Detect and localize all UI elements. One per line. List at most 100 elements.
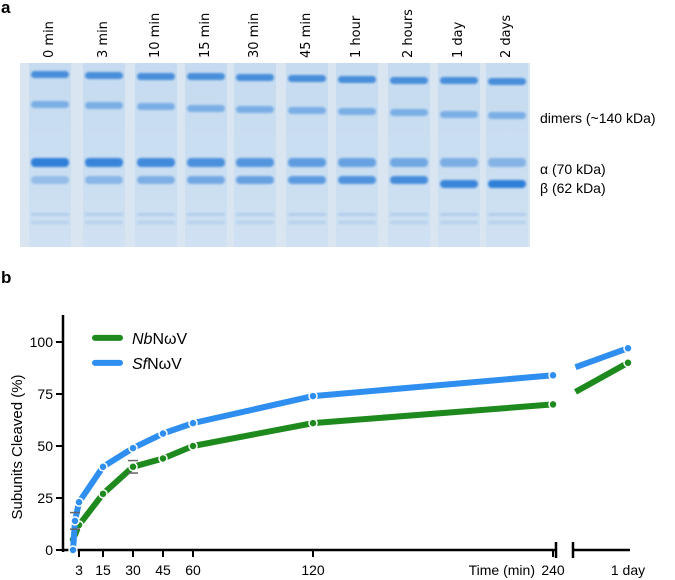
gel-band (440, 158, 478, 167)
data-point (188, 418, 198, 428)
gel-band (236, 176, 274, 184)
gel-band (236, 213, 274, 216)
data-point (70, 516, 80, 526)
gel-band (31, 158, 69, 167)
gel-lane (286, 63, 328, 247)
gel-band (488, 78, 526, 86)
gel-band (187, 176, 225, 184)
data-point (308, 418, 318, 428)
data-point (308, 391, 318, 401)
gel-band (31, 176, 69, 184)
series-line (70, 401, 554, 541)
panel-a-letter: a (1, 0, 11, 17)
x-tick-label: 60 (185, 562, 201, 578)
data-point (98, 462, 108, 472)
gel-band (440, 180, 478, 188)
gel-band (187, 104, 225, 112)
gel-band (85, 71, 123, 79)
x-tick-label: 120 (301, 562, 325, 578)
series-line-after-break (574, 345, 630, 370)
gel-band (85, 176, 123, 184)
data-point (158, 453, 168, 464)
gel-band (85, 102, 123, 110)
gel-band (137, 103, 175, 111)
gel-band (236, 158, 274, 167)
data-point (128, 443, 138, 453)
gel-band (31, 101, 69, 108)
legend-label: SfNωV (132, 356, 182, 373)
gel-band (137, 72, 175, 80)
x-tick-label: 3 (75, 562, 83, 578)
gel-band (187, 213, 225, 216)
y-axis-label: Subunits Cleaved (%) (9, 374, 26, 519)
data-point (68, 545, 78, 555)
gel-band (187, 158, 225, 167)
gel-band (236, 105, 274, 113)
x-tick-label-1-day: 1 day (611, 562, 645, 578)
gel-band (440, 213, 478, 216)
gel-lane (83, 63, 125, 247)
gel-lane (486, 63, 528, 247)
data-point (623, 343, 633, 353)
y-tick-label: 0 (45, 542, 53, 558)
y-tick-label: 50 (37, 438, 53, 454)
dimers-label: dimers (~140 kDa) (540, 110, 656, 126)
gel-band (488, 158, 526, 167)
gel-band (85, 213, 123, 216)
panel-b-letter: b (1, 268, 12, 287)
data-point (548, 370, 558, 381)
y-tick-label: 25 (37, 490, 53, 506)
gel-lane (438, 63, 480, 247)
gel-band (390, 213, 428, 216)
gel-band (390, 76, 428, 84)
gel-band (488, 180, 526, 188)
gel-band (440, 110, 478, 118)
series-line-after-break (574, 360, 630, 395)
gel-band (288, 158, 326, 167)
gel-band (137, 221, 175, 224)
gel-band (338, 213, 376, 216)
x-tick-label: 30 (125, 562, 141, 578)
gel-band (288, 176, 326, 184)
gel-lane (234, 63, 276, 247)
data-point (548, 399, 558, 410)
data-point (128, 462, 138, 472)
gel-band (338, 221, 376, 224)
gel-band (488, 111, 526, 119)
data-point (158, 428, 168, 439)
gel-band (85, 158, 123, 167)
gel-band (236, 74, 274, 82)
beta-label: β (62 kDa) (540, 180, 606, 196)
gel-band (31, 213, 69, 216)
gel-band (338, 158, 376, 167)
gel-band (338, 108, 376, 116)
x-axis-label: Time (min) (469, 562, 535, 578)
gel-band (338, 176, 376, 184)
gel-band (85, 221, 123, 224)
gel-band (187, 73, 225, 81)
gel-band (390, 109, 428, 117)
x-tick-label: 240 (541, 562, 565, 578)
gel-band (488, 221, 526, 224)
gel-band (288, 221, 326, 224)
data-point (188, 441, 198, 451)
y-tick-label: 100 (30, 334, 54, 350)
gel-band (31, 221, 69, 224)
gel-band (288, 75, 326, 82)
gel-image (20, 63, 530, 247)
x-tick-label: 15 (95, 562, 111, 578)
gel-band (390, 221, 428, 224)
gel-lane (336, 63, 378, 247)
legend-label: NbNωV (132, 331, 188, 348)
gel-band (390, 158, 428, 167)
data-point (98, 489, 108, 499)
gel-lane (185, 63, 227, 247)
gel-band (236, 221, 274, 224)
gel-lane (135, 63, 177, 247)
gel-lane (29, 63, 71, 247)
gel-band (137, 158, 175, 167)
gel-lane (388, 63, 430, 247)
gel-band (488, 213, 526, 216)
gel-band (288, 213, 326, 216)
gel-band (440, 221, 478, 224)
